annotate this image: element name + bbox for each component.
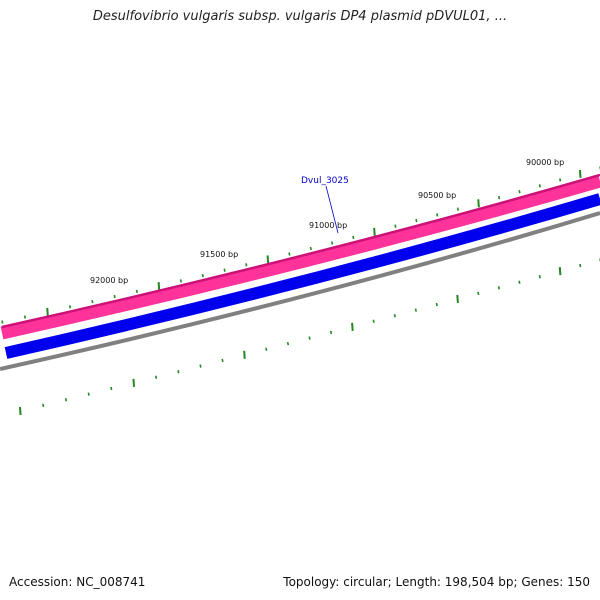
minor-tick <box>265 347 268 351</box>
minor-tick <box>91 300 94 304</box>
minor-tick <box>394 224 397 228</box>
minor-tick <box>223 268 226 272</box>
map-title: Desulfovibrio vulgaris subsp. vulgaris D… <box>92 9 508 24</box>
tick-label: 90500 bp <box>418 191 456 200</box>
major-tick <box>266 255 270 264</box>
minor-tick <box>87 392 90 396</box>
minor-tick <box>498 195 501 200</box>
minor-tick <box>456 207 460 211</box>
major-tick <box>243 350 246 359</box>
minor-tick <box>538 184 541 188</box>
major-tick <box>558 267 562 276</box>
tick-label: 91000 bp <box>309 221 347 230</box>
outer-tick-marks <box>1 166 600 324</box>
forward-strand-edge <box>1 173 600 329</box>
minor-tick <box>68 305 72 309</box>
minor-tick <box>436 213 439 217</box>
major-tick <box>46 307 49 317</box>
minor-tick <box>286 341 290 346</box>
minor-tick <box>497 286 501 290</box>
minor-tick <box>477 291 480 296</box>
tick-label: 90000 bp <box>526 158 564 167</box>
coordinate-labels: 92000 bp 91500 bp 91000 bp 90500 bp 9000… <box>90 158 564 285</box>
minor-tick <box>42 403 45 408</box>
major-tick <box>578 169 582 179</box>
minor-tick <box>414 308 417 312</box>
minor-tick <box>179 279 182 283</box>
minor-tick <box>135 289 138 294</box>
minor-tick <box>245 263 248 267</box>
major-tick <box>19 406 22 416</box>
minor-tick <box>155 375 158 379</box>
minor-tick <box>331 241 334 245</box>
minor-tick <box>518 190 521 194</box>
minor-tick <box>199 364 202 368</box>
accession-text: Accession: NC_008741 <box>9 575 146 589</box>
minor-tick <box>113 294 116 299</box>
major-tick <box>456 294 459 304</box>
inner-tick-marks <box>19 258 600 416</box>
minor-tick <box>221 358 224 363</box>
major-tick <box>157 282 161 291</box>
tick-label: 92000 bp <box>90 276 128 285</box>
major-tick <box>351 322 354 331</box>
minor-tick <box>288 252 291 256</box>
minor-tick <box>559 178 562 182</box>
gene-annotation[interactable]: Dvul_3025 <box>301 176 349 234</box>
minor-tick <box>329 330 333 335</box>
minor-tick <box>435 302 438 307</box>
minor-tick <box>579 263 582 268</box>
minor-tick <box>372 319 375 323</box>
reverse-strand-band[interactable] <box>4 193 600 359</box>
minor-tick <box>352 235 355 240</box>
gene-label[interactable]: Dvul_3025 <box>301 176 349 186</box>
gene-label-leader <box>325 185 339 234</box>
forward-strand-band[interactable] <box>0 174 600 340</box>
minor-tick <box>538 275 541 279</box>
minor-tick <box>110 386 113 391</box>
minor-tick <box>518 280 521 284</box>
minor-tick <box>1 320 4 324</box>
major-tick <box>373 227 376 236</box>
minor-tick <box>64 398 68 402</box>
minor-tick <box>23 315 27 319</box>
minor-tick <box>177 370 180 374</box>
major-tick <box>477 199 480 208</box>
minor-tick <box>201 273 204 278</box>
minor-tick <box>309 246 312 251</box>
major-tick <box>132 378 136 387</box>
minor-tick <box>308 336 311 340</box>
backbone-line <box>0 211 600 371</box>
minor-tick <box>393 314 396 318</box>
genome-summary-text: Topology: circular; Length: 198,504 bp; … <box>283 575 590 589</box>
minor-tick <box>415 218 418 223</box>
tick-label: 91500 bp <box>200 250 238 259</box>
